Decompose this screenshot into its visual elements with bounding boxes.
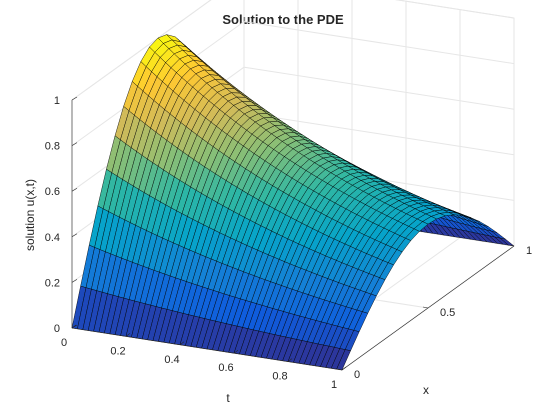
t-tick-label: 0.4: [164, 354, 179, 366]
z-axis-label: solution u(x,t): [23, 179, 37, 251]
x-tick-mark: [336, 368, 343, 371]
t-tick-mark: [233, 349, 239, 354]
t-tick-mark: [179, 341, 185, 346]
z-tick-label: 0.8: [45, 141, 60, 153]
t-tick-label: 0.6: [218, 362, 233, 374]
axes-ticks: 0 0.2 0.4 0.6 0.8 1 0 0.2 0.4 0.6 0.8 1 0 0.5 1: [45, 95, 532, 391]
z-tick-label: 0.4: [45, 232, 60, 244]
x-tick-label: 0: [354, 369, 360, 381]
x-tick-label: 0.5: [440, 307, 455, 319]
z-tick-mark: [71, 142, 78, 146]
x-tick-mark: [508, 244, 515, 247]
x-tick-mark: [422, 306, 429, 309]
z-tick-label: 0.2: [45, 277, 60, 289]
z-tick-label: 0.6: [45, 186, 60, 198]
t-tick-label: 1: [331, 379, 337, 391]
z-tick-label: 1: [54, 95, 60, 107]
chart-title: Solution to the PDE: [222, 12, 344, 27]
t-tick-mark: [125, 333, 131, 337]
x-axis-label: x: [423, 383, 429, 397]
t-tick-mark: [287, 358, 293, 362]
t-tick-label: 0: [61, 337, 67, 349]
x-tick-label: 1: [526, 245, 532, 257]
z-tick-mark: [71, 233, 78, 238]
t-tick-mark: [71, 324, 77, 329]
z-tick-mark: [71, 279, 78, 283]
t-tick-label: 0.2: [110, 345, 125, 357]
t-axis-line: [71, 327, 343, 371]
surface-mesh: [71, 34, 515, 371]
grid-line-z: [71, 0, 515, 101]
t-axis-label: t: [226, 391, 230, 405]
z-tick-mark: [71, 96, 78, 101]
t-tick-label: 0.8: [272, 371, 287, 383]
z-tick-label: 0: [54, 323, 60, 335]
z-tick-mark: [71, 187, 78, 192]
t-tick-mark: [341, 366, 347, 371]
